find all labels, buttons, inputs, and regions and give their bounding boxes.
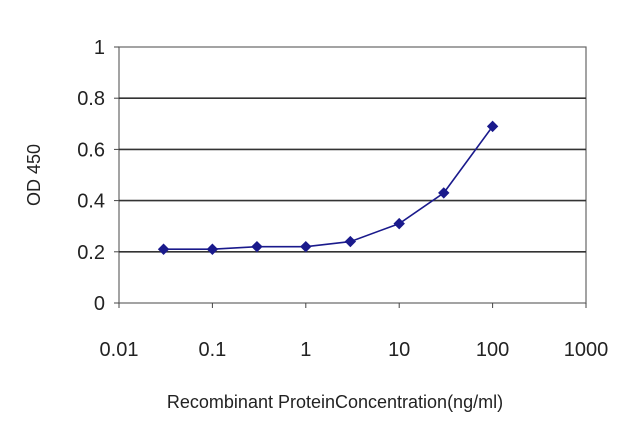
y-tick-label-0.6: 0.6 (77, 139, 105, 161)
x-tick-label-100: 100 (476, 339, 509, 361)
plot-area (118, 46, 587, 304)
grid-lines (119, 97, 586, 253)
data-point-5 (393, 217, 405, 230)
y-axis-title: OD 450 (24, 144, 44, 206)
y-tick-label-0.4: 0.4 (77, 191, 105, 213)
series-layer (157, 120, 499, 255)
x-tick-label-10: 10 (388, 339, 410, 361)
x-tick-label-1: 1 (300, 339, 311, 361)
plot-border (118, 46, 587, 304)
data-point-7 (486, 120, 499, 133)
series-line-0 (163, 125, 494, 250)
y-tick-label-1: 1 (94, 37, 105, 59)
x-tick-label-0.01: 0.01 (100, 339, 139, 361)
y-tick-label-0.8: 0.8 (77, 88, 105, 110)
x-axis-title: Recombinant ProteinConcentration(ng/ml) (167, 392, 503, 412)
data-point-1 (206, 243, 219, 255)
data-point-0 (157, 243, 170, 255)
y-tick-label-0: 0 (94, 293, 105, 315)
x-tick-label-0.1: 0.1 (198, 339, 226, 361)
data-point-2 (251, 240, 263, 253)
data-point-6 (438, 187, 450, 199)
y-tick-label-0.2: 0.2 (77, 242, 105, 264)
y-axis-ticks: 0 0.2 0.4 0.6 0.8 1 (77, 37, 119, 315)
data-point-3 (300, 240, 312, 253)
data-point-4 (344, 235, 357, 248)
x-axis-ticks: 0.01 0.1 1 10 100 1000 (100, 303, 609, 361)
x-tick-label-1000: 1000 (564, 339, 609, 361)
